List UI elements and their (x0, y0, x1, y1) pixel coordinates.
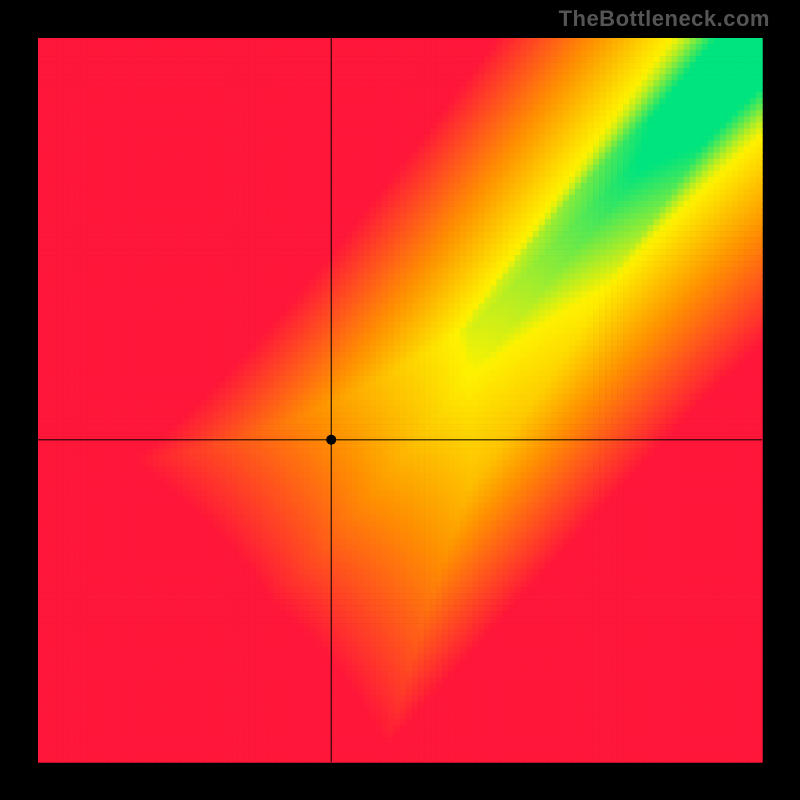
watermark-text: TheBottleneck.com (559, 6, 770, 32)
bottleneck-heatmap (0, 0, 800, 800)
